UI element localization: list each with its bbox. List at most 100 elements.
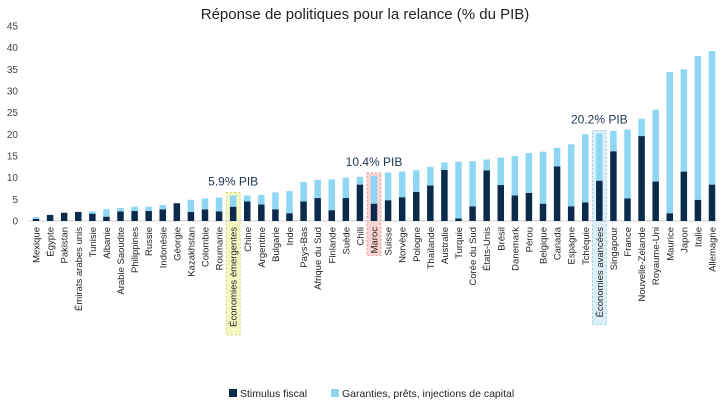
- y-tick-label: 5: [12, 195, 18, 206]
- category-label: Allemagne: [708, 227, 719, 272]
- bar-fiscal: [60, 212, 68, 221]
- category-label: Mexique: [32, 227, 43, 263]
- bar-guarantees: [370, 175, 378, 204]
- bar-fiscal: [187, 211, 195, 221]
- legend-swatch-fiscal: [229, 389, 237, 397]
- bar-fiscal: [159, 209, 166, 221]
- bar-guarantees: [694, 55, 702, 200]
- bar-fiscal: [103, 216, 110, 221]
- bar-fiscal: [694, 199, 702, 221]
- bar-guarantees: [624, 129, 631, 199]
- category-label: Économies avancées: [595, 227, 606, 318]
- bar-fiscal: [427, 185, 434, 221]
- category-label: Thaïlande: [426, 227, 437, 269]
- category-label: Pakistan: [60, 227, 71, 263]
- bar-guarantees: [229, 195, 237, 207]
- bar-fiscal: [525, 192, 533, 221]
- category-label: Australie: [440, 227, 451, 264]
- bar-guarantees: [117, 208, 124, 212]
- bar-fiscal: [117, 211, 124, 221]
- bar-guarantees: [328, 179, 335, 211]
- bar-fiscal: [708, 184, 716, 221]
- category-label: Finlande: [327, 227, 338, 263]
- bar-guarantees: [708, 51, 716, 185]
- bar-guarantees: [201, 198, 209, 210]
- category-label: Tchéquie: [581, 227, 592, 265]
- category-label: Danemark: [510, 227, 521, 271]
- bar-guarantees: [483, 159, 490, 171]
- bar-fiscal: [624, 198, 631, 221]
- category-label: Turquie: [454, 227, 465, 259]
- bar-fiscal: [469, 206, 476, 221]
- bar-guarantees: [159, 204, 166, 210]
- bar-fiscal: [244, 201, 251, 221]
- bar-fiscal: [652, 181, 659, 221]
- bar-guarantees: [89, 211, 96, 214]
- bar-guarantees: [314, 179, 321, 199]
- bar-fiscal: [272, 209, 279, 221]
- bar-fiscal: [413, 191, 420, 221]
- bar-fiscal: [680, 171, 688, 221]
- annotation-label: 10.4% PIB: [346, 155, 403, 169]
- category-label: Royaume-Uni: [651, 227, 662, 285]
- bar-fiscal: [455, 218, 462, 221]
- category-label: Économies émergentes: [229, 227, 240, 327]
- bar-fiscal: [145, 211, 152, 221]
- category-label: Géorgie: [172, 227, 183, 261]
- y-tick-label: 40: [7, 43, 19, 54]
- y-tick-label: 15: [7, 152, 19, 163]
- bar-fiscal: [610, 151, 617, 221]
- y-tick-label: 10: [7, 173, 19, 184]
- category-label: France: [623, 227, 634, 257]
- category-label: Maroc: [370, 227, 381, 254]
- bar-guarantees: [413, 170, 420, 192]
- bar-guarantees: [680, 69, 688, 172]
- category-label: Afrique du Sud: [313, 227, 324, 290]
- bar-fiscal: [638, 136, 645, 221]
- bar-fiscal: [215, 211, 223, 221]
- bar-fiscal: [89, 213, 96, 221]
- category-label: Philippines: [130, 227, 141, 273]
- category-label: Nouvelle-Zélande: [637, 227, 648, 301]
- bar-guarantees: [32, 217, 40, 219]
- highlight-box: [591, 130, 607, 325]
- category-label: Brésil: [496, 227, 507, 251]
- annotation-label: 5.9% PIB: [208, 174, 258, 188]
- category-label: Bulgarie: [271, 227, 282, 262]
- y-tick-label: 30: [7, 87, 19, 98]
- category-label: États-Unis: [482, 227, 493, 271]
- legend-label-fiscal: Stimulus fiscal: [240, 388, 307, 400]
- bar-guarantees: [441, 162, 448, 170]
- bar-guarantees: [342, 177, 350, 199]
- bar-fiscal: [370, 203, 378, 221]
- bar-fiscal: [75, 211, 82, 221]
- bar-fiscal: [131, 211, 138, 221]
- bar-fiscal: [596, 180, 603, 221]
- bar-guarantees: [427, 166, 434, 186]
- bar-fiscal: [356, 184, 364, 221]
- category-label: Maurice: [665, 227, 676, 261]
- bar-guarantees: [272, 192, 279, 210]
- y-tick-label: 45: [7, 22, 19, 33]
- bar-guarantees: [497, 157, 504, 186]
- category-label: Japon: [679, 227, 690, 253]
- category-label: Indonésie: [158, 227, 169, 268]
- category-label: Argentine: [257, 227, 268, 268]
- bar-guarantees: [131, 206, 138, 212]
- bar-guarantees: [398, 171, 406, 198]
- bar-guarantees: [652, 109, 659, 182]
- bar-fiscal: [314, 198, 321, 221]
- bars: [32, 51, 716, 221]
- category-label: Kazakhstan: [186, 227, 197, 277]
- category-label: Suisse: [384, 227, 395, 256]
- category-label: Égypte: [46, 227, 57, 257]
- category-label: Russie: [144, 227, 155, 256]
- category-label: Corée du Sud: [468, 227, 479, 286]
- bar-guarantees: [525, 152, 533, 193]
- category-label: Inde: [285, 227, 296, 246]
- annotations: 5.9% PIB 10.4% PIB 20.2% PIB: [208, 112, 628, 188]
- category-label: Belgique: [539, 227, 550, 264]
- legend: Stimulus fiscal Garanties, prêts, inject…: [229, 388, 514, 400]
- bar-guarantees: [356, 176, 364, 185]
